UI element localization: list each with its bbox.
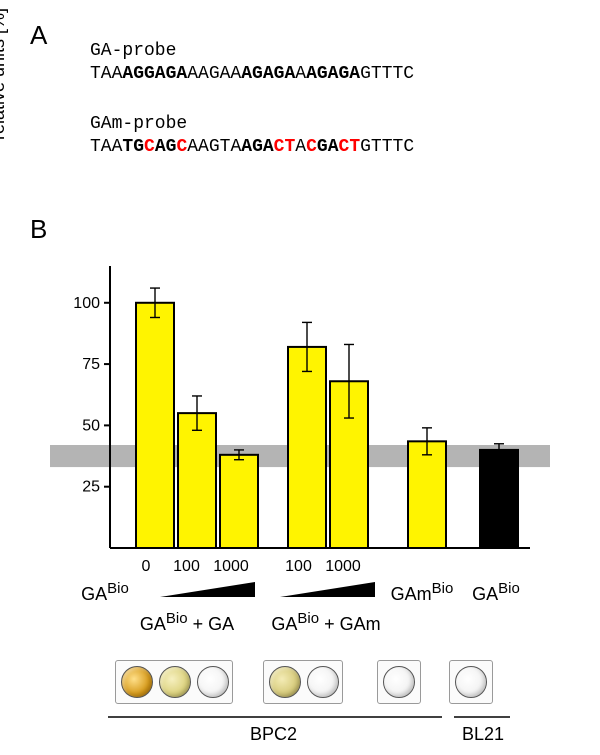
wedge-icon-b [280, 582, 380, 600]
well [455, 666, 487, 698]
svg-text:50: 50 [82, 417, 100, 434]
well [383, 666, 415, 698]
well [121, 666, 153, 698]
well [307, 666, 339, 698]
svg-text:75: 75 [82, 356, 100, 373]
well [159, 666, 191, 698]
gam-probe-title: GAm-probe [90, 113, 414, 136]
conc-100-b: 100 [276, 558, 321, 576]
svg-text:100: 100 [73, 295, 100, 312]
gam-probe-sequence: TAATGCAGCAAGTAAGACTACGACTGTTTC [90, 137, 414, 157]
divider-bpc2 [108, 714, 442, 720]
y-axis-label: relative units [%] [0, 8, 9, 140]
ga-bio-plus-ga: GABio + GA [122, 610, 252, 635]
bl21-label: BL21 [462, 724, 504, 745]
bar-chart: 25 50 75 100 [50, 262, 550, 552]
ga-probe-title: GA-probe [90, 40, 414, 63]
svg-text:25: 25 [82, 479, 100, 496]
ga-probe-sequence: TAAAGGAGAAAGAAAGAGAAAGAGAGTTTC [90, 64, 414, 84]
bar-chart-svg: 25 50 75 100 [50, 262, 550, 552]
conc-0: 0 [131, 558, 161, 576]
panel-b-label: B [30, 214, 47, 245]
panel-a-label: A [30, 20, 47, 51]
ga-bio-label-1: GABio [75, 580, 135, 605]
conc-1000-b: 1000 [318, 558, 368, 576]
bpc2-label: BPC2 [250, 724, 297, 745]
ga-bio-plus-gam: GABio + GAm [256, 610, 396, 635]
wedge-icon-a [160, 582, 260, 600]
gam-bio-label: GAmBio [387, 580, 457, 605]
well [197, 666, 229, 698]
divider-bl21 [454, 714, 510, 720]
ga-probe-block: GA-probe TAAAGGAGAAAGAAAGAGAAAGAGAGTTTC [90, 40, 414, 87]
conc-100-a: 100 [164, 558, 209, 576]
conc-1000-a: 1000 [206, 558, 256, 576]
page: A GA-probe TAAAGGAGAAAGAAAGAGAAAGAGAGTTT… [0, 0, 600, 755]
bl21-ga-bio-label: GABio [466, 580, 526, 605]
well [269, 666, 301, 698]
gam-probe-block: GAm-probe TAATGCAGCAAGTAAGACTACGACTGTTTC [90, 113, 414, 160]
